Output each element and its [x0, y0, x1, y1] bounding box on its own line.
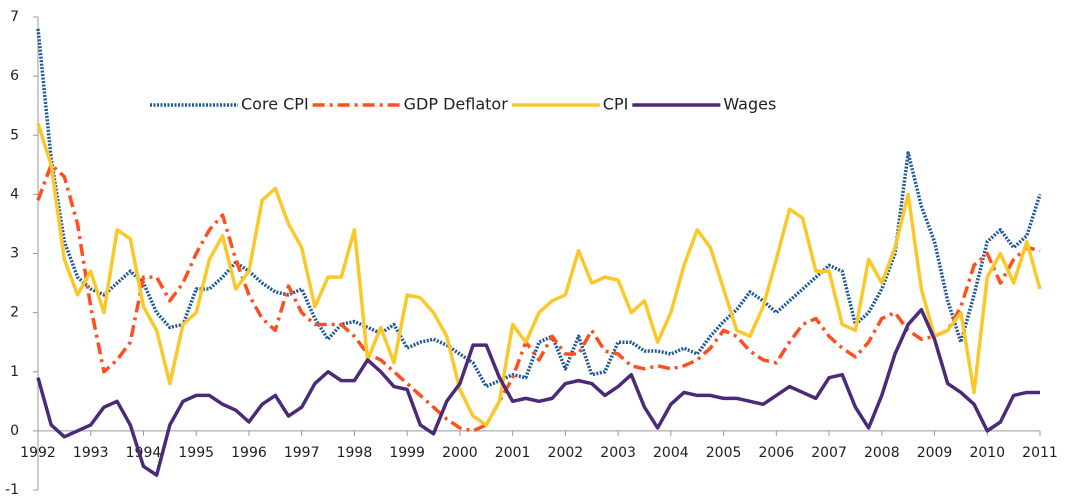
y-tick-label: 0 [10, 423, 19, 439]
y-tick-label: 5 [10, 127, 19, 143]
y-tick-label: 2 [10, 305, 19, 321]
x-tick-label: 2007 [811, 445, 847, 461]
series-line [36, 28, 1042, 389]
x-tick-label: 2005 [706, 445, 742, 461]
x-tick-label: 2001 [495, 445, 531, 461]
y-tick-label: 1 [10, 364, 19, 380]
series-line [36, 122, 1042, 427]
x-tick-label: 1994 [126, 445, 162, 461]
x-tick-label: 1996 [231, 445, 267, 461]
legend-label: GDP Deflator [404, 95, 509, 114]
legend-label: Wages [723, 95, 776, 114]
x-tick-label: 1995 [178, 445, 214, 461]
x-tick-label: 1999 [389, 445, 425, 461]
x-tick-label: 1998 [337, 445, 373, 461]
y-tick-label: 3 [10, 246, 19, 262]
legend-label: Core CPI [241, 95, 309, 114]
x-tick-label: 2009 [917, 445, 953, 461]
series-line [36, 163, 1041, 433]
x-tick-label: 2003 [600, 445, 636, 461]
x-tick-label: 2000 [442, 445, 478, 461]
x-tick-label: 2011 [1022, 445, 1058, 461]
x-tick-label: 2006 [758, 445, 794, 461]
y-tick-label: 6 [10, 68, 19, 84]
x-tick-label: 1993 [73, 445, 109, 461]
x-tick-label: 1997 [284, 445, 320, 461]
x-tick-label: 2002 [548, 445, 584, 461]
legend-label: CPI [603, 95, 629, 114]
x-tick-label: 1992 [20, 445, 56, 461]
y-tick-label: -1 [5, 482, 19, 498]
x-tick-label: 2010 [969, 445, 1005, 461]
y-tick-label: 4 [10, 186, 19, 202]
x-tick-label: 2004 [653, 445, 689, 461]
series-line [36, 307, 1040, 477]
x-tick-label: 2008 [864, 445, 900, 461]
y-tick-label: 7 [10, 9, 19, 25]
